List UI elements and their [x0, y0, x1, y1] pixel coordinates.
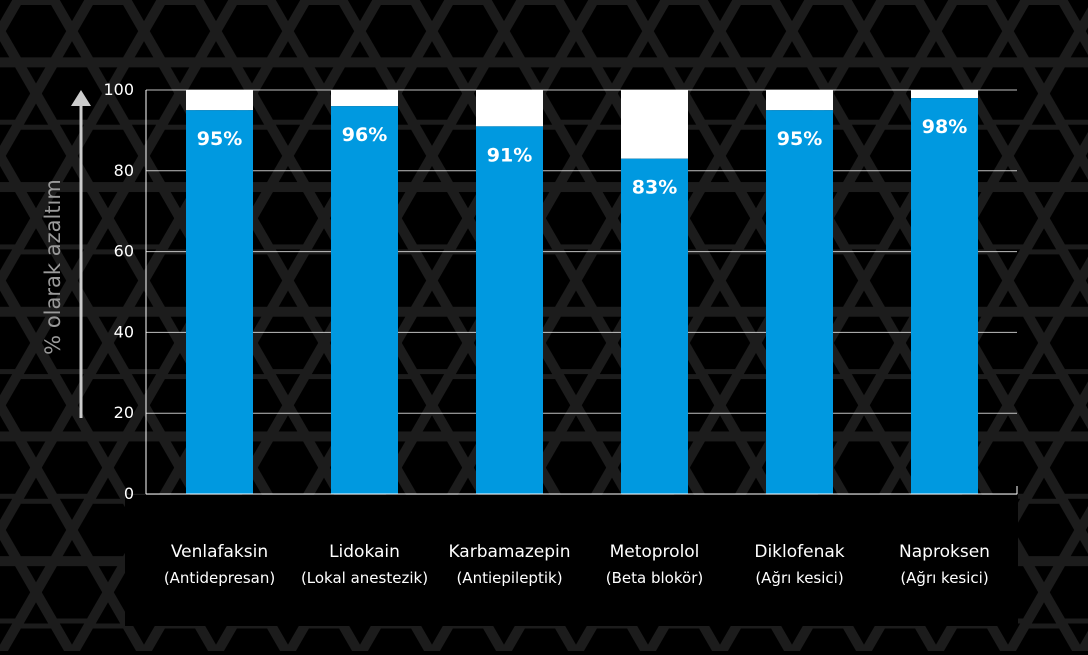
category-sublabel-6: (Ağrı kesici) — [900, 569, 988, 587]
bar-1 — [186, 110, 253, 494]
y-tick-label-80: 80 — [114, 161, 134, 180]
y-tick-label-60: 60 — [114, 242, 134, 261]
data-label-1: 95% — [197, 128, 242, 150]
y-tick-label-40: 40 — [114, 322, 134, 341]
y-tick-label-0: 0 — [124, 484, 134, 503]
category-label-3: Karbamazepin — [448, 542, 570, 562]
data-label-6: 98% — [922, 116, 967, 138]
axes — [71, 90, 1018, 495]
category-label-panel — [125, 495, 1018, 626]
bar-4 — [621, 158, 688, 494]
bar-2 — [331, 106, 398, 494]
bar-3 — [476, 126, 543, 495]
data-label-2: 96% — [342, 124, 387, 146]
data-label-5: 95% — [777, 128, 822, 150]
bars — [186, 90, 978, 495]
bar-remainder-5 — [766, 90, 833, 111]
y-axis-title: % olarak azaltım — [41, 179, 65, 355]
data-label-4: 83% — [632, 177, 677, 199]
bar-5 — [766, 110, 833, 494]
category-label-6: Naproksen — [899, 542, 990, 562]
y-tick-label-20: 20 — [114, 403, 134, 422]
grid-lines — [146, 89, 1017, 414]
category-label-2: Lidokain — [329, 542, 400, 562]
bar-remainder-1 — [186, 90, 253, 111]
y-axis-arrow-head — [71, 90, 91, 106]
category-sublabel-1: (Antidepresan) — [164, 569, 275, 587]
bar-6 — [911, 98, 978, 494]
category-sublabel-3: (Antiepileptik) — [456, 569, 562, 587]
category-label-1: Venlafaksin — [171, 542, 268, 562]
bar-remainder-6 — [911, 90, 978, 99]
category-label-4: Metoprolol — [610, 542, 700, 562]
y-tick-label-100: 100 — [103, 80, 134, 99]
category-sublabel-5: (Ağrı kesici) — [755, 569, 843, 587]
bar-remainder-4 — [621, 90, 688, 159]
category-sublabel-4: (Beta blokör) — [606, 569, 703, 587]
category-label-5: Diklofenak — [754, 542, 844, 562]
category-sublabel-2: (Lokal anestezik) — [301, 569, 428, 587]
bar-remainder-2 — [331, 90, 398, 107]
data-label-3: 91% — [487, 144, 532, 166]
bar-remainder-3 — [476, 90, 543, 127]
labels: 0 20 40 60 80 100 % olarak azaltım 95% Venlafaks… — [41, 80, 990, 587]
